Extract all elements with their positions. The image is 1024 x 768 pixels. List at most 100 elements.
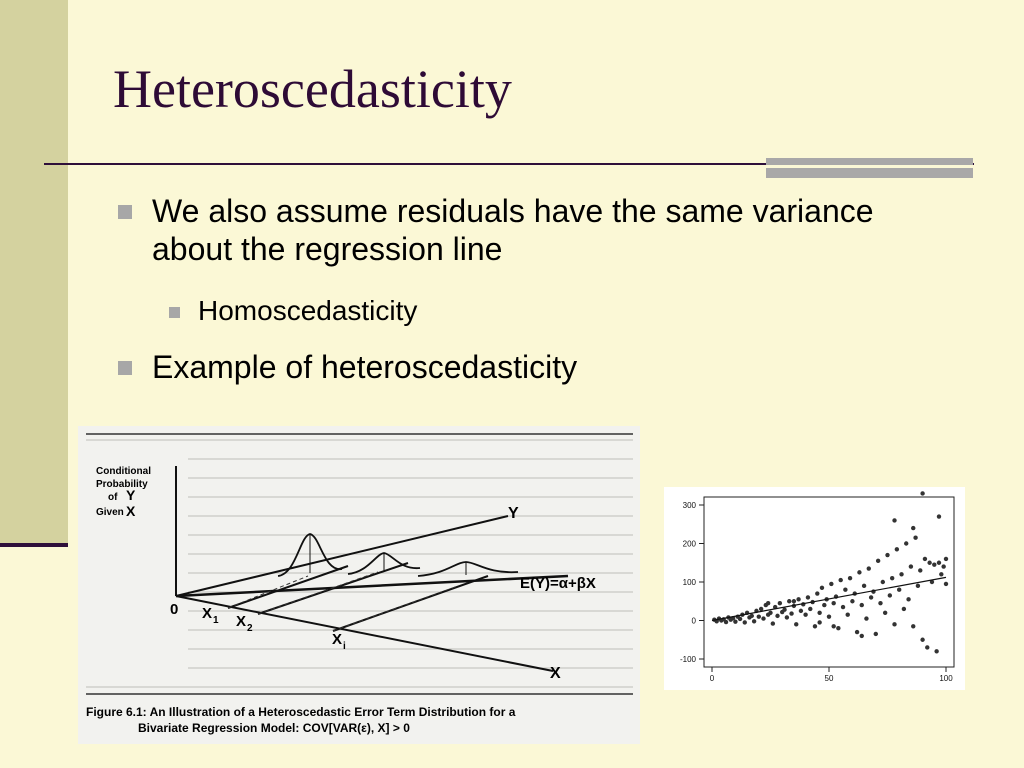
scatter-point xyxy=(840,604,846,610)
fit-line xyxy=(711,576,947,622)
y-axis-line xyxy=(175,515,509,597)
bullet-item: We also assume residuals have the same v… xyxy=(118,192,912,269)
scatter-point xyxy=(791,599,797,604)
xi-label: X xyxy=(332,631,342,648)
scatter-point xyxy=(918,568,923,573)
scatter-point xyxy=(892,622,897,627)
origin-label: 0 xyxy=(170,601,178,618)
scatter-svg: 300 200 100 0 -100 0 50 100 xyxy=(680,491,955,683)
x-tick-label: 50 xyxy=(825,674,834,683)
scatter-point xyxy=(922,556,928,562)
title-divider xyxy=(44,163,974,165)
scatter-point xyxy=(826,614,832,619)
scatter-point xyxy=(733,619,738,624)
ylabel-line-2: Probability xyxy=(96,479,148,490)
regression-line xyxy=(175,574,569,598)
sidebar-rule xyxy=(0,543,68,547)
scatter-point xyxy=(822,602,827,608)
scatter-point xyxy=(911,525,916,531)
scatter-point xyxy=(936,560,942,565)
scatter-point xyxy=(847,575,853,581)
scatter-chart: 300 200 100 0 -100 0 50 100 xyxy=(664,487,965,690)
scatter-point xyxy=(751,619,757,624)
dashed-guide-1 xyxy=(227,575,309,609)
scatter-point xyxy=(789,611,794,616)
scatter-point xyxy=(845,612,850,617)
square-bullet-icon xyxy=(118,205,132,219)
scatter-point xyxy=(808,606,813,612)
accent-bar-lower xyxy=(766,168,973,178)
sub-bullet-item: Homoscedasticity xyxy=(169,294,417,328)
scatter-point xyxy=(836,626,841,631)
scatter-point xyxy=(915,583,921,589)
scatter-point xyxy=(868,595,874,600)
bullet-item: Example of heteroscedasticity xyxy=(118,348,578,386)
xi-subscript: i xyxy=(343,641,346,652)
x-tick-label: 0 xyxy=(710,674,715,683)
scatter-point xyxy=(901,606,907,612)
scatter-point xyxy=(854,629,860,635)
accent-bar-upper xyxy=(766,158,973,165)
scatter-point xyxy=(815,591,820,596)
scatter-point xyxy=(765,600,771,606)
scatter-point xyxy=(768,610,773,615)
y-tick-label: 100 xyxy=(683,578,697,587)
scatter-point xyxy=(927,560,932,565)
scatter-point xyxy=(794,622,799,627)
scatter-point xyxy=(936,514,942,519)
scatter-point xyxy=(934,649,939,654)
y-tick-label: 300 xyxy=(683,501,697,510)
scatter-point xyxy=(866,566,871,571)
bullet-text: Example of heteroscedasticity xyxy=(152,349,578,385)
y-tick-label: 200 xyxy=(683,540,697,549)
ylabel-var-y: Y xyxy=(126,487,136,503)
slide-title: Heteroscedasticity xyxy=(113,59,512,119)
scatter-point xyxy=(756,614,761,619)
scatter-point xyxy=(875,558,881,564)
bullet-text: We also assume residuals have the same v… xyxy=(152,193,874,268)
sidebar-band xyxy=(0,0,68,546)
axis-y-label: Y xyxy=(508,505,519,522)
scatter-point xyxy=(796,597,801,602)
scatter-point xyxy=(817,610,822,615)
scatter-point xyxy=(859,602,864,608)
dashed-guide-2 xyxy=(257,571,379,615)
scatter-point xyxy=(941,564,946,569)
scatter-point xyxy=(906,597,911,602)
y-tick-label: 0 xyxy=(692,617,697,626)
scatter-point xyxy=(861,583,867,589)
scatter-point xyxy=(857,570,862,575)
square-bullet-icon xyxy=(118,361,132,375)
scatter-point xyxy=(929,579,935,585)
scatter-point xyxy=(899,572,904,577)
scatter-point xyxy=(782,607,787,612)
density-curve-3 xyxy=(417,561,519,577)
caption-line-2: Bivariate Regression Model: COV[VAR(ε), … xyxy=(138,721,410,735)
scatter-point xyxy=(894,547,900,552)
scatter-point xyxy=(784,615,790,620)
scatter-point xyxy=(878,600,883,606)
slice-xi xyxy=(332,575,489,632)
scatter-point xyxy=(920,491,925,496)
scatter-point xyxy=(920,637,925,642)
scatter-point xyxy=(798,608,804,614)
scatter-point xyxy=(908,564,914,569)
scatter-point xyxy=(761,616,766,621)
scatter-point xyxy=(897,587,902,592)
scatter-point xyxy=(932,562,937,567)
scatter-point xyxy=(889,575,895,581)
dashed-guide-3 xyxy=(332,585,459,632)
scatter-point xyxy=(892,518,897,523)
plot-frame xyxy=(703,496,955,668)
square-bullet-icon xyxy=(169,307,180,318)
scatter-point xyxy=(859,633,864,639)
scatter-point xyxy=(758,606,764,612)
scatter-point xyxy=(882,610,888,615)
scatter-point xyxy=(885,552,890,558)
scatter-point xyxy=(943,556,949,562)
x-axis-line xyxy=(175,595,554,672)
x1-subscript: 1 xyxy=(213,615,219,626)
scatter-point xyxy=(817,620,822,625)
regression-equation: E(Y)=α+βX xyxy=(520,575,596,592)
scatter-point xyxy=(864,616,869,621)
